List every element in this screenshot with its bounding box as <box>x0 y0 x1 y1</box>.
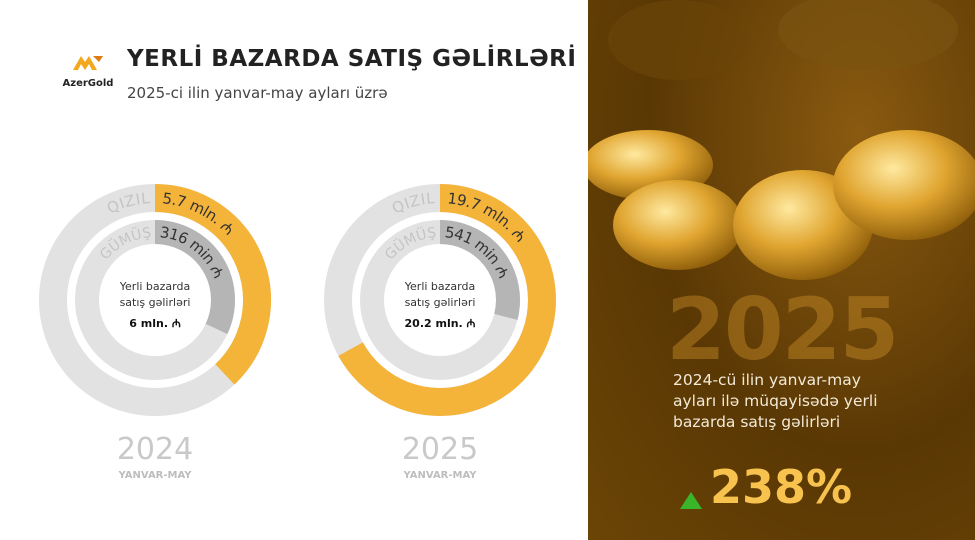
triangle-up-icon <box>680 492 702 509</box>
page-title: YERLİ BAZARDA SATIŞ GƏLİRLƏRİ <box>127 46 577 72</box>
center-label: satış gəlirləri <box>120 296 191 309</box>
page-subtitle: 2025-ci ilin yanvar-may ayları üzrə <box>127 84 388 102</box>
gold-arc <box>154 184 271 385</box>
comparison-description: 2024-cü ilin yanvar-may ayları ilə müqay… <box>673 371 878 431</box>
gold-arc <box>338 184 556 416</box>
period-2025: YANVAR-MAY <box>403 470 477 481</box>
year-2025: 2025 <box>401 432 479 467</box>
center-label: Yerli bazarda <box>404 280 475 293</box>
donut-charts: QIZIL 5.7 mln. ₼GÜMÜŞ 316 min ₼Yerli bazar… <box>39 184 556 416</box>
growth-percentage: 238% <box>710 460 853 514</box>
azergold-logo: AzerGold <box>48 52 128 89</box>
center-total: 20.2 mln. ₼ <box>405 317 476 330</box>
center-label: satış gəlirləri <box>405 296 476 309</box>
year-2024: 2024 <box>116 432 194 467</box>
coins-photo <box>588 0 975 280</box>
big-year: 2025 <box>666 280 899 380</box>
silver-arc <box>439 220 520 320</box>
logo-mark-icon <box>73 56 103 70</box>
center-total: 6 mln. ₼ <box>129 317 181 330</box>
logo-text: AzerGold <box>62 78 114 89</box>
center-label: Yerli bazarda <box>119 280 190 293</box>
period-2024: YANVAR-MAY <box>118 470 192 481</box>
silver-arc <box>154 220 235 335</box>
highlight-panel: 2025 2024-cü ilin yanvar-may ayları ilə … <box>588 0 975 540</box>
